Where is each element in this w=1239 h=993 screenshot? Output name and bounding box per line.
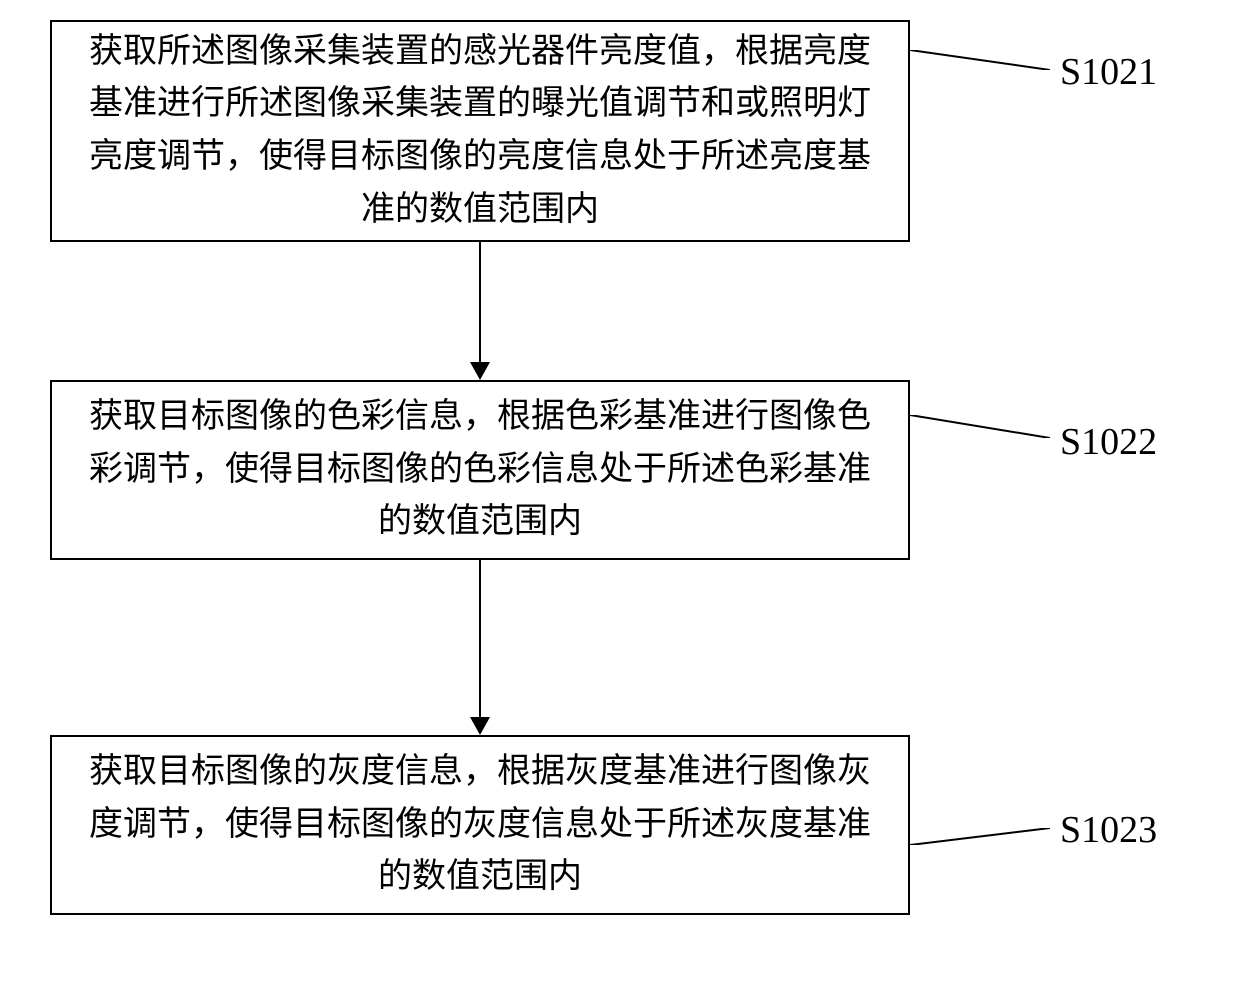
step-text: 获取目标图像的色彩信息，根据色彩基准进行图像色彩调节，使得目标图像的色彩信息处于…: [76, 391, 884, 549]
flow-step-s1022: 获取目标图像的色彩信息，根据色彩基准进行图像色彩调节，使得目标图像的色彩信息处于…: [50, 380, 910, 560]
step-text: 获取所述图像采集装置的感光器件亮度值，根据亮度基准进行所述图像采集装置的曝光值调…: [76, 26, 884, 237]
step-label-s1023: S1023: [1060, 808, 1157, 852]
flow-step-s1021: 获取所述图像采集装置的感光器件亮度值，根据亮度基准进行所述图像采集装置的曝光值调…: [50, 20, 910, 242]
flow-step-s1023: 获取目标图像的灰度信息，根据灰度基准进行图像灰度调节，使得目标图像的灰度信息处于…: [50, 735, 910, 915]
step-label-s1022: S1022: [1060, 420, 1157, 464]
arrowhead-2: [470, 717, 490, 735]
connector-2: [479, 560, 481, 717]
step-text: 获取目标图像的灰度信息，根据灰度基准进行图像灰度调节，使得目标图像的灰度信息处于…: [76, 746, 884, 904]
flowchart-container: 获取所述图像采集装置的感光器件亮度值，根据亮度基准进行所述图像采集装置的曝光值调…: [0, 0, 1239, 993]
leader-line-s1022: [910, 415, 1050, 438]
leader-line-s1021: [910, 50, 1050, 70]
connector-1: [479, 242, 481, 362]
leader-line-s1023: [910, 828, 1050, 845]
step-label-s1021: S1021: [1060, 50, 1157, 94]
arrowhead-1: [470, 362, 490, 380]
